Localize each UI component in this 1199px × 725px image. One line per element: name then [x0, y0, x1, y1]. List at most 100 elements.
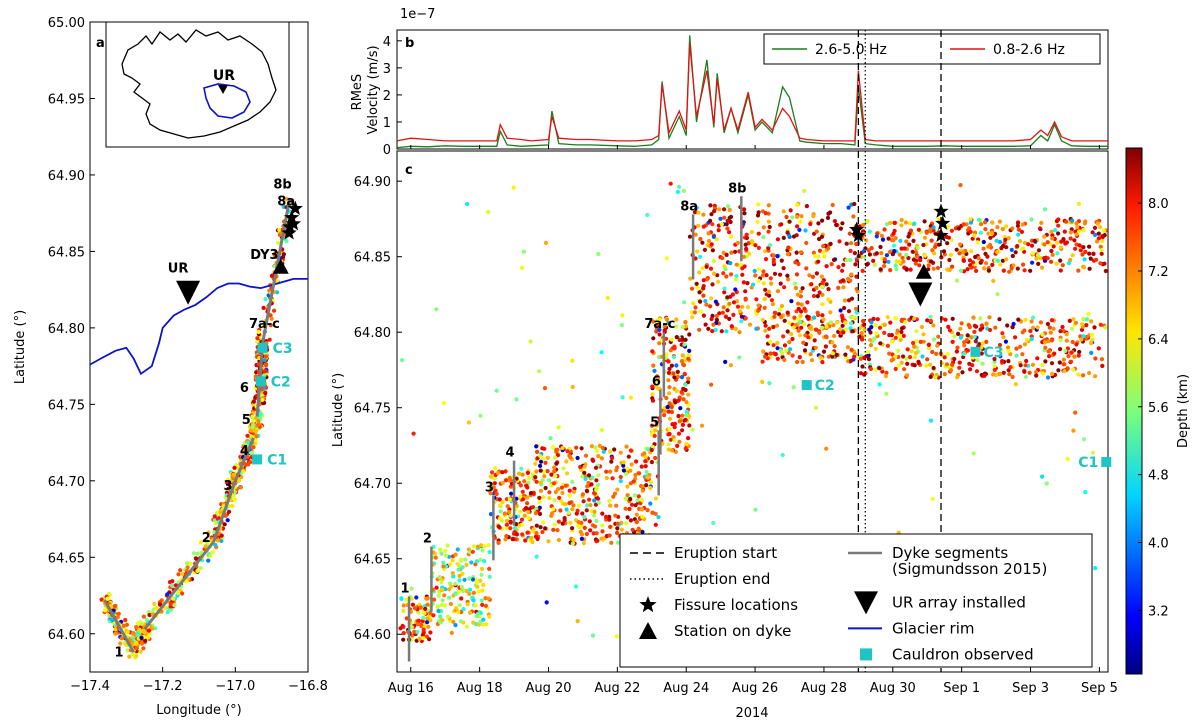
seismic-event: [691, 301, 696, 306]
seismic-event: [968, 229, 973, 234]
seismic-event: [916, 227, 922, 232]
seismic-event: [710, 248, 716, 253]
legend-label: UR array installed: [892, 593, 1026, 611]
seismic-event: [410, 602, 415, 607]
seismic-event: [802, 306, 807, 311]
seismic-event: [878, 244, 883, 250]
cauldron-marker: [801, 380, 812, 391]
seismic-event: [649, 423, 655, 428]
y-tick-label: 65.00: [48, 16, 85, 31]
glacier-rim-line: [89, 277, 308, 376]
seismic-event: [594, 531, 599, 536]
seismic-event: [800, 359, 805, 365]
seismic-event: [579, 446, 584, 451]
seismic-event: [478, 543, 484, 548]
seismic-event: [561, 466, 566, 471]
seismic-event: [690, 427, 695, 432]
seismic-event: [882, 257, 887, 262]
panel-b-scale-label: 1e−7: [400, 7, 435, 22]
seismic-event: [538, 468, 543, 473]
seismic-event: [756, 202, 761, 207]
seismic-event: [480, 588, 485, 593]
seismic-event: [453, 581, 458, 586]
seismic-event: [1006, 349, 1011, 354]
seismic-event: [955, 345, 960, 350]
seismic-event: [926, 342, 932, 347]
seismic-event: [245, 433, 250, 438]
seismic-event: [1096, 236, 1101, 241]
seismic-event: [814, 285, 819, 290]
seismic-event: [649, 460, 655, 465]
seismic-event: [172, 603, 177, 608]
seismic-event: [1095, 221, 1100, 226]
seismic-event: [673, 400, 678, 405]
seismic-event: [931, 225, 936, 230]
seismic-event: [428, 618, 433, 623]
seismic-event: [651, 363, 656, 368]
seismic-event: [554, 461, 559, 466]
seismic-event: [755, 213, 761, 218]
y-tick-label: 64.65: [48, 551, 85, 566]
seismic-event: [669, 409, 675, 415]
seismic-event: [505, 504, 510, 509]
seismic-event: [794, 214, 800, 219]
seismic-event: [542, 474, 547, 479]
seismic-event: [618, 479, 623, 484]
seismic-event: [704, 264, 709, 269]
seismic-event: [643, 454, 648, 460]
seismic-event: [1056, 217, 1061, 222]
seismic-event: [124, 622, 130, 627]
seismic-event: [628, 395, 634, 400]
fissure-star-icon: [850, 227, 866, 242]
seismic-event: [543, 460, 548, 465]
seismic-event: [533, 461, 538, 466]
seismic-event: [628, 518, 634, 523]
seismic-event: [538, 463, 543, 468]
seismic-event: [958, 326, 963, 331]
seismic-event: [625, 493, 630, 498]
seismic-event: [1065, 366, 1070, 371]
seismic-event: [724, 252, 729, 257]
seismic-event: [789, 331, 794, 337]
seismic-event: [791, 234, 797, 239]
x-tick-label: Aug 30: [870, 681, 916, 696]
seismic-event: [796, 261, 801, 267]
seismic-event: [679, 359, 685, 364]
seismic-event: [683, 382, 688, 387]
seismic-event: [212, 514, 217, 519]
seismic-event: [817, 330, 822, 335]
seismic-event: [729, 250, 734, 255]
seismic-event: [1001, 370, 1006, 375]
seismic-event: [928, 418, 934, 423]
seismic-event: [1081, 265, 1087, 270]
seismic-event: [977, 217, 982, 222]
seismic-event: [455, 561, 460, 566]
seismic-event: [725, 295, 730, 300]
seismic-event: [974, 268, 979, 273]
seismic-event: [687, 234, 693, 239]
fissure-star-icon: [933, 203, 949, 218]
cauldron-label: C1: [267, 452, 287, 468]
seismic-event: [534, 554, 539, 559]
ur-array-label: UR: [168, 262, 189, 277]
seismic-event: [481, 617, 486, 622]
seismic-event: [970, 260, 976, 265]
seismic-event: [198, 566, 203, 571]
station-dy3-marker-icon: [915, 263, 932, 279]
seismic-event: [639, 464, 644, 469]
seismic-event: [474, 580, 479, 585]
seismic-event: [1048, 330, 1053, 335]
seismic-event: [1013, 335, 1018, 340]
seismic-event: [682, 371, 687, 376]
seismic-event: [1072, 238, 1077, 243]
seismic-event: [180, 571, 185, 577]
seismic-event: [820, 302, 825, 307]
seismic-event: [1019, 229, 1024, 234]
x-tick-label: Aug 24: [663, 681, 709, 696]
seismic-event: [624, 444, 629, 449]
seismic-event: [482, 559, 487, 564]
seismic-event: [897, 333, 903, 339]
seismic-event: [842, 298, 848, 303]
seismic-event: [401, 631, 406, 636]
seismic-event: [854, 274, 859, 279]
